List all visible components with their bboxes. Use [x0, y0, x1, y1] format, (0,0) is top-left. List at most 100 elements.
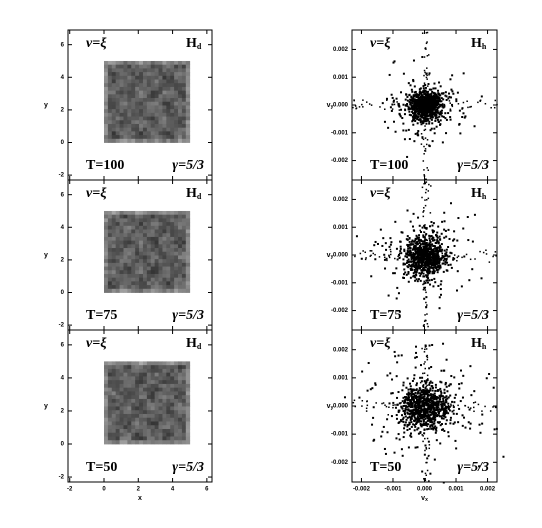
particle: [416, 98, 419, 101]
particle: [424, 107, 426, 110]
annotation-gamma: γ=5/3: [457, 308, 489, 323]
particle: [416, 446, 419, 449]
particle: [428, 120, 431, 123]
density-cell: [146, 372, 152, 377]
particle: [407, 446, 410, 449]
particle: [427, 83, 430, 86]
particle: [439, 123, 442, 126]
density-cell: [178, 281, 183, 286]
particle: [443, 391, 446, 394]
density-cell: [170, 387, 175, 392]
particle: [425, 255, 428, 257]
particle: [445, 419, 448, 422]
density-cell: [158, 417, 163, 422]
density-cell: [111, 255, 117, 260]
particle: [455, 100, 458, 103]
particle: [423, 69, 426, 72]
density-cell: [119, 64, 124, 69]
density-cell: [139, 259, 144, 264]
density-cell: [154, 229, 159, 234]
density-cell: [154, 387, 159, 392]
density-cell: [174, 131, 179, 136]
density-cell: [178, 116, 183, 121]
particle: [457, 404, 459, 407]
density-cell: [107, 436, 113, 441]
density-cell: [123, 395, 128, 400]
particle: [436, 111, 439, 114]
particle: [440, 400, 443, 403]
density-cell: [178, 365, 183, 370]
density-cell: [131, 380, 136, 385]
density-cell: [174, 428, 179, 434]
particle: [374, 383, 377, 386]
particle: [399, 247, 402, 250]
particle: [469, 422, 472, 425]
density-cell: [123, 262, 128, 267]
particle: [419, 95, 422, 98]
particle: [418, 102, 421, 105]
particle: [439, 288, 442, 291]
density-cell: [185, 60, 191, 66]
density-cell: [119, 365, 124, 370]
density-cell: [166, 376, 171, 381]
density-cell: [178, 402, 183, 407]
particle: [411, 256, 414, 259]
particle: [418, 404, 421, 406]
density-cell: [174, 281, 179, 286]
particle: [445, 118, 448, 121]
density-cell: [104, 75, 109, 80]
density-cell: [146, 64, 152, 69]
particle: [402, 276, 405, 279]
particle: [415, 410, 418, 413]
density-cell: [104, 285, 109, 290]
particle: [430, 278, 433, 281]
particle: [407, 128, 410, 131]
density-cell: [142, 248, 148, 253]
density-cell: [135, 109, 140, 114]
density-cell: [158, 244, 163, 249]
particle: [429, 212, 432, 214]
particle: [426, 437, 429, 440]
density-cell: [142, 109, 148, 114]
density-cell: [174, 251, 179, 256]
particle: [447, 256, 449, 258]
particle: [372, 252, 375, 255]
density-cell: [119, 120, 124, 125]
particle: [411, 379, 414, 382]
particle: [442, 369, 445, 372]
particle: [462, 112, 465, 115]
density-cell: [150, 131, 156, 136]
density-cell: [170, 383, 175, 389]
density-cell: [119, 236, 124, 242]
particle: [426, 119, 429, 122]
density-cell: [131, 425, 136, 430]
particle: [387, 294, 390, 297]
particle: [415, 394, 418, 397]
y-tick-label: 4: [61, 75, 65, 81]
y-axis-label: y: [44, 403, 48, 410]
particle: [427, 90, 430, 93]
particle: [407, 393, 410, 396]
density-cell: [154, 123, 159, 129]
particle: [417, 390, 420, 393]
particle: [432, 403, 435, 406]
particle: [468, 408, 471, 411]
density-cell: [185, 120, 191, 125]
particle: [438, 267, 441, 270]
density-cell: [185, 380, 191, 385]
density-cell: [181, 266, 187, 271]
density-cell: [111, 135, 117, 140]
particle: [385, 405, 388, 408]
particle: [391, 392, 394, 395]
particle: [494, 406, 497, 409]
particle: [469, 365, 472, 368]
density-cell: [181, 60, 187, 66]
particle: [424, 413, 427, 416]
density-cell: [146, 109, 152, 114]
density-cell: [174, 138, 179, 143]
density-cell: [146, 72, 152, 77]
particle: [381, 402, 383, 405]
particle: [444, 407, 447, 410]
density-cell: [170, 273, 175, 279]
density-cell: [115, 127, 120, 132]
